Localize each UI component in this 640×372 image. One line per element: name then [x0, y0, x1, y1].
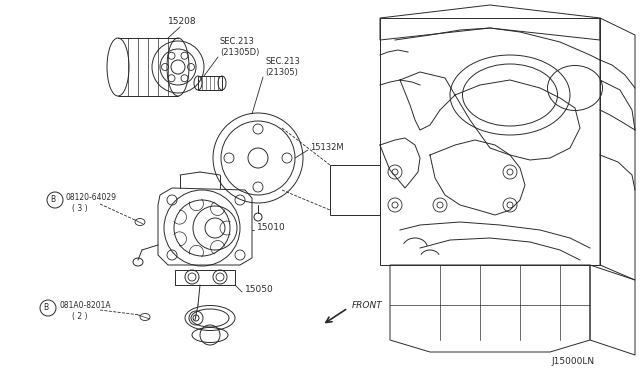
- Text: FRONT: FRONT: [352, 301, 383, 310]
- Text: 15010: 15010: [257, 224, 285, 232]
- Text: (21305D): (21305D): [220, 48, 259, 57]
- Text: 15208: 15208: [168, 17, 196, 26]
- Text: B: B: [44, 304, 49, 312]
- Text: 15050: 15050: [245, 285, 274, 295]
- Text: 081A0-8201A: 081A0-8201A: [59, 301, 111, 310]
- Text: ( 3 ): ( 3 ): [72, 203, 88, 212]
- Text: J15000LN: J15000LN: [552, 357, 595, 366]
- Text: B: B: [51, 196, 56, 205]
- Text: ( 2 ): ( 2 ): [72, 311, 88, 321]
- Text: 08120-64029: 08120-64029: [66, 192, 117, 202]
- Text: SEC.213: SEC.213: [265, 58, 300, 67]
- Text: SEC.213: SEC.213: [220, 38, 255, 46]
- Text: 15132M: 15132M: [310, 144, 344, 153]
- Text: (21305): (21305): [265, 67, 298, 77]
